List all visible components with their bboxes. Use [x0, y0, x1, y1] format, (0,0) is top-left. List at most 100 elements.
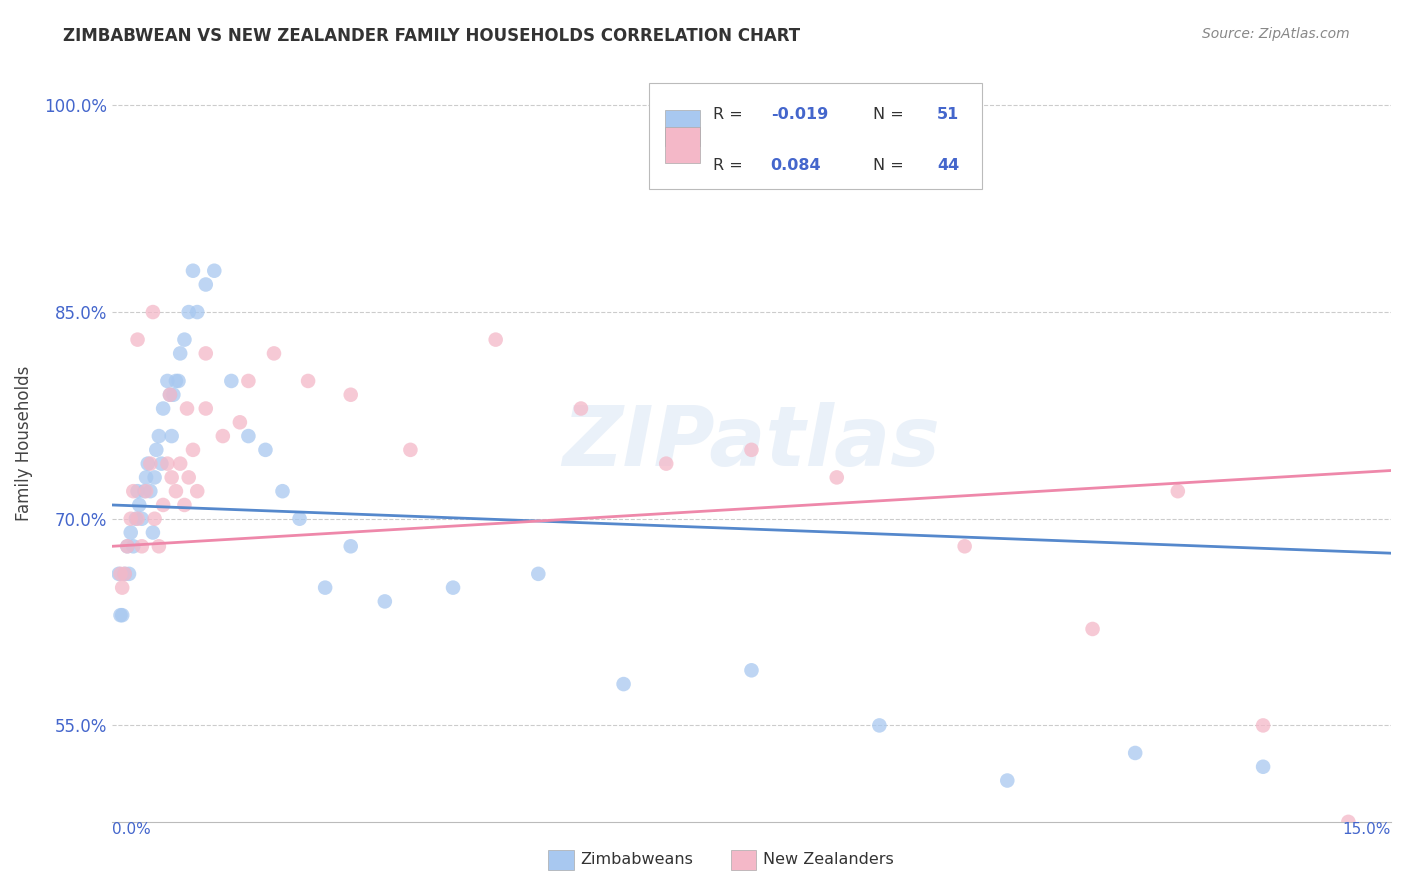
Point	[194, 277, 217, 292]
Point	[288, 512, 311, 526]
Point	[1081, 622, 1104, 636]
Point	[134, 484, 156, 499]
Point	[162, 388, 184, 402]
Point	[238, 374, 260, 388]
Point	[181, 264, 204, 278]
Point	[156, 457, 179, 471]
Point	[1123, 746, 1146, 760]
Point	[173, 498, 195, 512]
Point	[740, 663, 762, 677]
Point	[159, 388, 181, 402]
Text: 0.0%: 0.0%	[112, 822, 150, 837]
Point	[485, 333, 508, 347]
Point	[143, 470, 166, 484]
Point	[107, 566, 129, 581]
Point	[131, 512, 153, 526]
Point	[221, 374, 243, 388]
Point	[177, 305, 200, 319]
Point	[145, 442, 167, 457]
Point	[211, 429, 233, 443]
Point	[527, 566, 550, 581]
Point	[339, 539, 361, 553]
Point	[114, 566, 136, 581]
Point	[1337, 814, 1360, 829]
Point	[374, 594, 396, 608]
Point	[1251, 718, 1274, 732]
Point	[1167, 484, 1189, 499]
Point	[156, 374, 179, 388]
Text: 44: 44	[936, 158, 959, 173]
Point	[135, 484, 157, 499]
Point	[271, 484, 294, 499]
Point	[181, 442, 204, 457]
Text: R =: R =	[713, 158, 748, 173]
Point	[186, 484, 208, 499]
Text: N =: N =	[873, 107, 908, 122]
Point	[142, 305, 165, 319]
Point	[176, 401, 198, 416]
Point	[122, 539, 145, 553]
Point	[339, 388, 361, 402]
Y-axis label: Family Households: Family Households	[15, 365, 32, 521]
Point	[825, 470, 848, 484]
Text: New Zealanders: New Zealanders	[763, 853, 894, 867]
Point	[111, 581, 134, 595]
Point	[165, 484, 187, 499]
Bar	[665, 110, 700, 146]
Point	[150, 457, 173, 471]
Point	[160, 470, 183, 484]
Point	[569, 401, 592, 416]
Point	[127, 484, 149, 499]
Point	[120, 512, 142, 526]
Point	[263, 346, 285, 360]
Point	[314, 581, 336, 595]
Point	[125, 512, 148, 526]
Point	[136, 457, 159, 471]
Point	[139, 484, 162, 499]
Point	[1251, 760, 1274, 774]
Point	[177, 470, 200, 484]
Point	[399, 442, 422, 457]
Point	[173, 333, 195, 347]
FancyBboxPatch shape	[650, 83, 981, 189]
Point	[152, 401, 174, 416]
Point	[953, 539, 976, 553]
Text: Zimbabweans: Zimbabweans	[581, 853, 693, 867]
Text: -0.019: -0.019	[770, 107, 828, 122]
Point	[167, 374, 190, 388]
Point	[148, 539, 170, 553]
Point	[148, 429, 170, 443]
Point	[169, 346, 191, 360]
Text: 15.0%: 15.0%	[1343, 822, 1391, 837]
Text: N =: N =	[873, 158, 908, 173]
Point	[114, 566, 136, 581]
Point	[238, 429, 260, 443]
Point	[740, 442, 762, 457]
Point	[127, 333, 149, 347]
Point	[613, 677, 636, 691]
Text: 51: 51	[936, 107, 959, 122]
Point	[186, 305, 208, 319]
Point	[868, 718, 890, 732]
Point	[995, 773, 1018, 788]
Point	[143, 512, 166, 526]
Point	[127, 512, 149, 526]
Point	[135, 470, 157, 484]
Point	[117, 539, 139, 553]
Point	[202, 264, 225, 278]
Point	[159, 388, 181, 402]
Text: ZIPatlas: ZIPatlas	[562, 402, 941, 483]
Point	[110, 608, 132, 623]
Text: R =: R =	[713, 107, 748, 122]
Point	[117, 539, 139, 553]
Point	[229, 415, 252, 429]
Point	[139, 457, 162, 471]
Point	[169, 457, 191, 471]
Bar	[665, 127, 700, 163]
Point	[142, 525, 165, 540]
Point	[110, 566, 132, 581]
Point	[655, 457, 678, 471]
Text: ZIMBABWEAN VS NEW ZEALANDER FAMILY HOUSEHOLDS CORRELATION CHART: ZIMBABWEAN VS NEW ZEALANDER FAMILY HOUSE…	[63, 27, 800, 45]
Point	[160, 429, 183, 443]
Point	[111, 608, 134, 623]
